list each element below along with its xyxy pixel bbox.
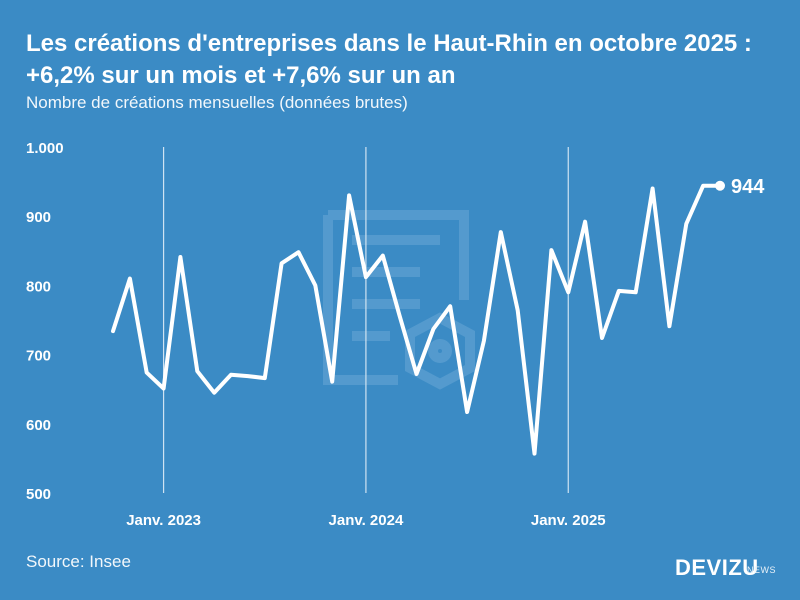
x-tick-label: Janv. 2023 xyxy=(126,512,201,529)
x-tick-label: Janv. 2024 xyxy=(329,512,404,529)
y-tick-label: 500 xyxy=(26,486,51,503)
y-tick-label: 700 xyxy=(26,348,51,365)
brand-logo-suffix: NEWS xyxy=(747,565,776,575)
last-value-marker xyxy=(715,180,725,191)
chart-title: Les créations d'entreprises dans le Haut… xyxy=(26,30,752,89)
y-tick-label: 800 xyxy=(26,278,51,295)
y-tick-label: 600 xyxy=(26,417,51,434)
brand-logo-text: DEVIZU xyxy=(675,555,759,580)
y-axis-tick-labels: 500 600 700 800 900 1.000 xyxy=(26,140,64,503)
annotations: 944 xyxy=(715,176,765,198)
watermark-logo xyxy=(323,210,475,390)
vertical-gridlines xyxy=(162,147,569,493)
y-tick-label: 900 xyxy=(26,209,51,226)
source-note: Source: Insee xyxy=(26,552,131,571)
x-axis-tick-labels: Janv. 2023 Janv. 2024 Janv. 2025 xyxy=(126,512,605,529)
last-value-label: 944 xyxy=(731,176,765,198)
x-tick-label: Janv. 2025 xyxy=(531,512,606,529)
chart-subtitle: Nombre de créations mensuelles (données … xyxy=(26,93,408,112)
series-line-group xyxy=(111,183,722,456)
series-line xyxy=(111,183,722,456)
y-tick-label: 1.000 xyxy=(26,140,64,157)
